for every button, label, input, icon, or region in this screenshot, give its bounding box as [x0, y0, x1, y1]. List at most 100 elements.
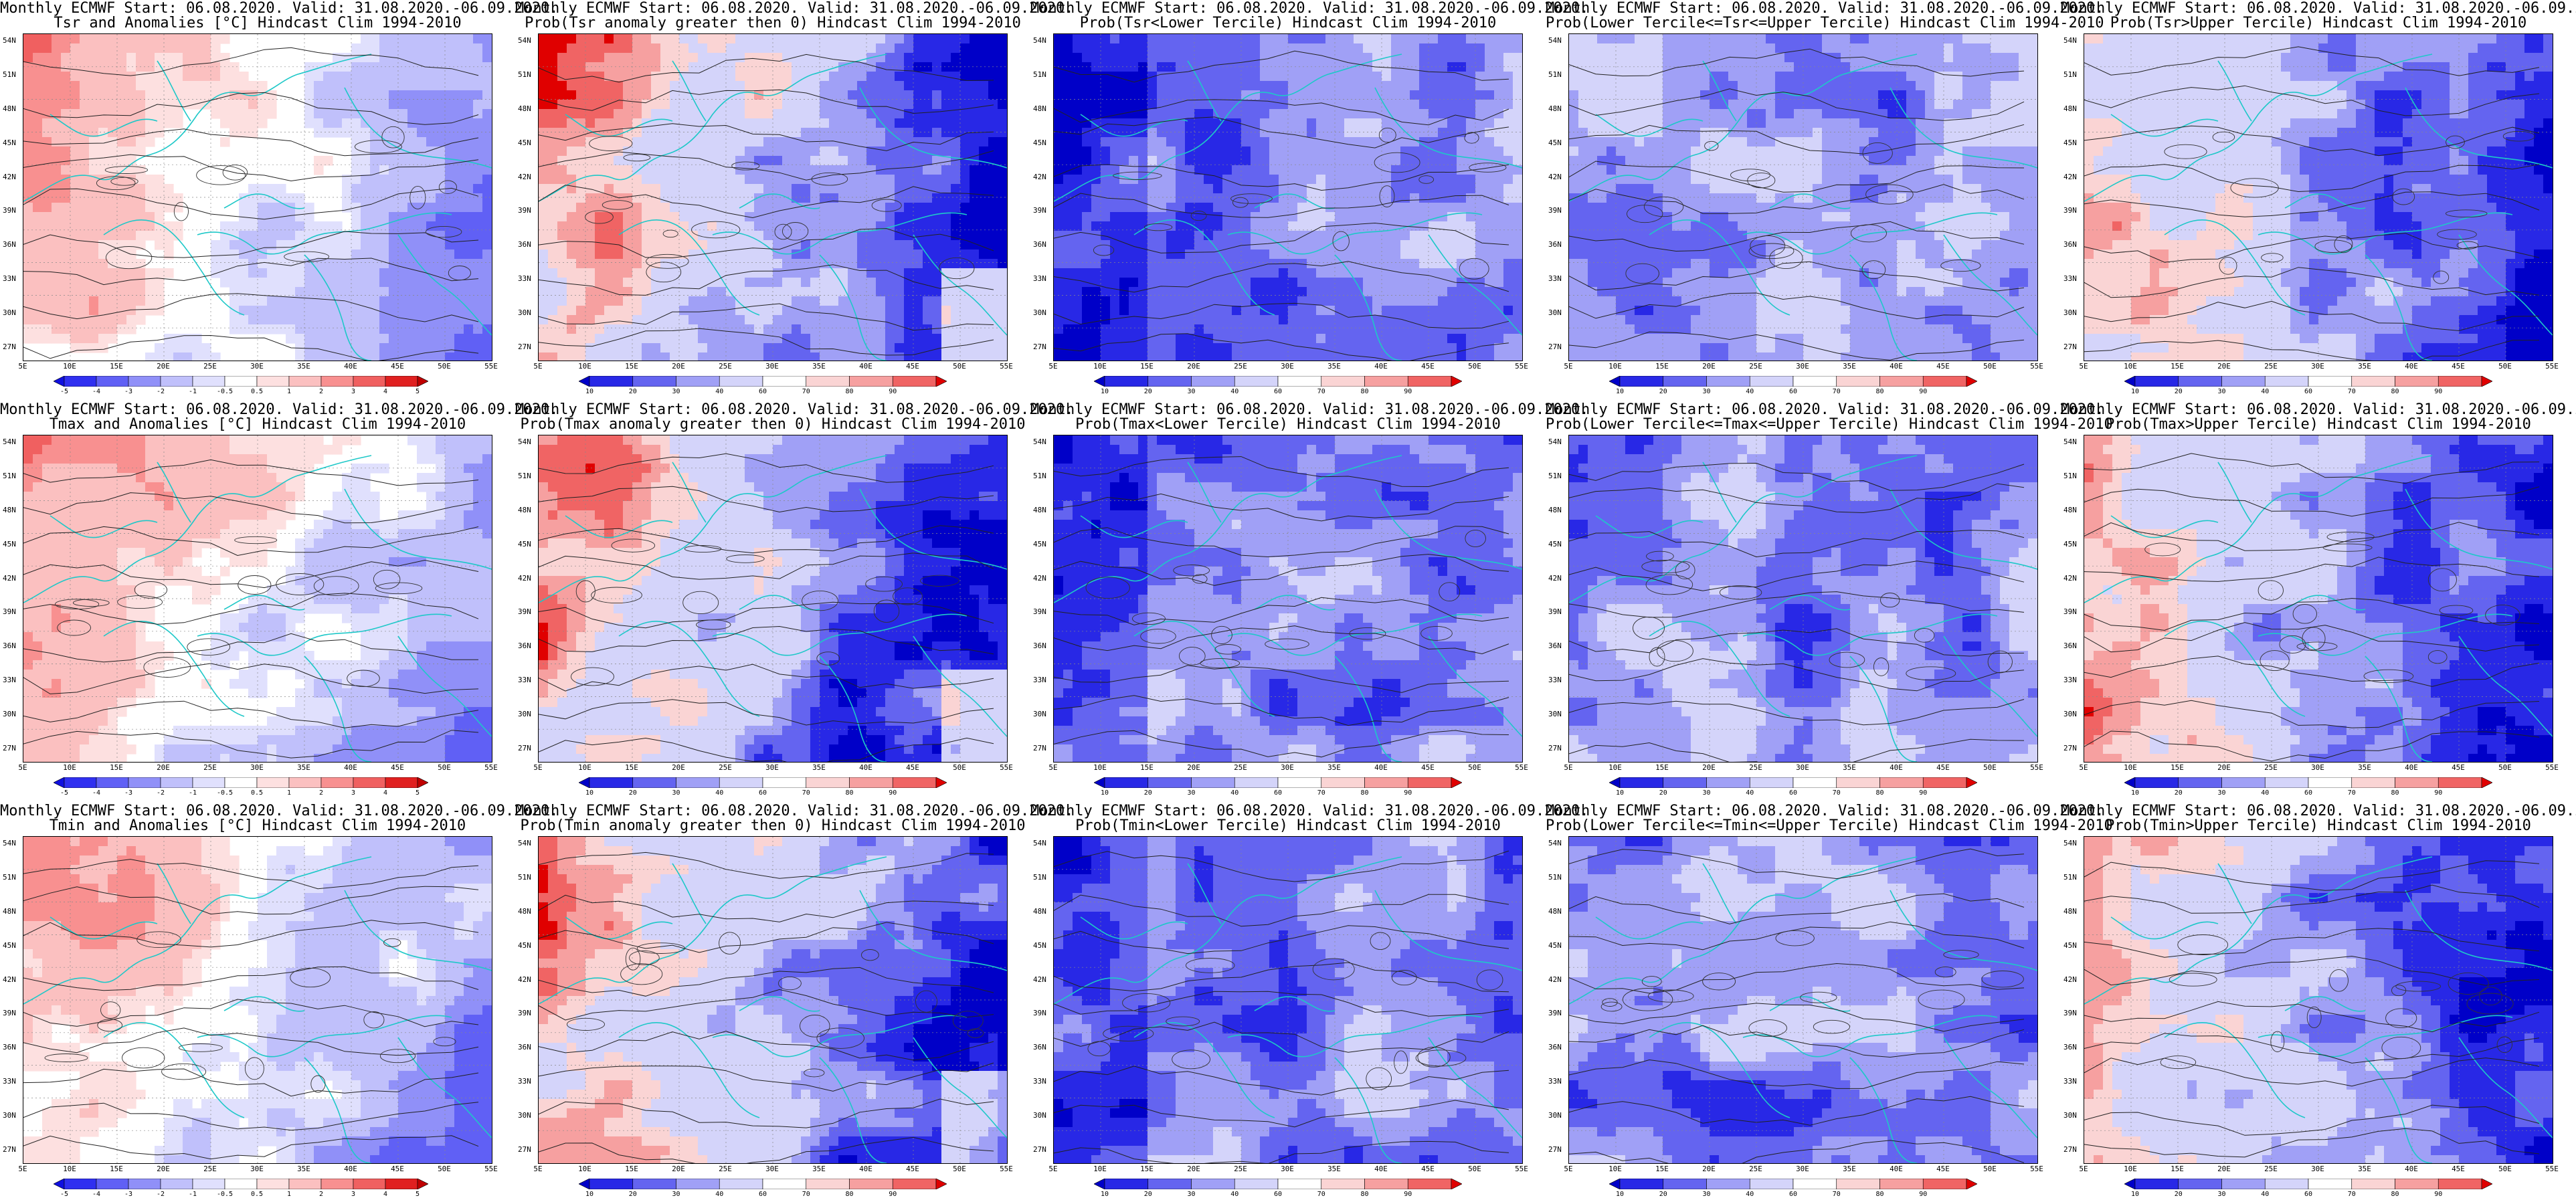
panel-variable-line: Prob(Tsr anomaly greater then 0) Hindcas… — [515, 16, 1030, 31]
colorbar-tick-label: 80 — [1360, 388, 1368, 395]
longitude-label: 20E — [1187, 362, 1200, 371]
colorbar-swatch — [1234, 376, 1279, 387]
latitude-label: 39N — [2063, 206, 2077, 215]
colorbar-tick-label: 20 — [1144, 388, 1152, 395]
latitude-label: 54N — [518, 36, 531, 45]
longitude-label: 10E — [1093, 763, 1107, 772]
colorbar — [54, 1179, 428, 1189]
colorbar-swatch — [1191, 1179, 1235, 1189]
colorbar-tick-label: 20 — [1659, 1191, 1667, 1198]
latitude-label: 30N — [1033, 308, 1046, 317]
latitude-label: 54N — [1548, 36, 1562, 45]
latitude-label: 54N — [3, 36, 16, 45]
longitude-label: 55E — [1515, 362, 1528, 371]
colorbar-swatch — [632, 1179, 676, 1189]
latitude-label: 45N — [1548, 138, 1562, 147]
latitude-label: 51N — [2063, 70, 2077, 79]
latitude-label: 54N — [2063, 36, 2077, 45]
longitude-label: 30E — [765, 362, 779, 371]
latitude-label: 42N — [1548, 173, 1562, 181]
colorbar-swatch — [762, 1179, 807, 1189]
colorbar — [1094, 777, 1462, 788]
colorbar-tick-label: -3 — [124, 388, 132, 395]
latitude-label: 30N — [518, 308, 531, 317]
longitude-label: 35E — [1327, 362, 1341, 371]
colorbar-swatch — [1619, 376, 1664, 387]
colorbar-swatch — [1147, 1179, 1192, 1189]
colorbar-swatch — [192, 376, 225, 387]
longitude-label: 15E — [1140, 763, 1154, 772]
colorbar-swatch — [935, 777, 947, 788]
longitude-label: 10E — [63, 362, 76, 371]
longitude-label: 30E — [1281, 362, 1294, 371]
colorbar-tick-label: 10 — [585, 789, 593, 797]
longitude-label: 35E — [812, 362, 826, 371]
longitude-label: 25E — [1749, 1165, 1762, 1173]
latitude-label: 45N — [518, 138, 531, 147]
colorbar-tick-label: 10 — [2131, 388, 2139, 395]
colorbar-tick-label: 60 — [759, 789, 767, 797]
longitude-label: 30E — [1281, 1165, 1294, 1173]
colorbar-swatch — [288, 777, 322, 788]
colorbar-swatch — [2221, 376, 2266, 387]
map-panel: Monthly ECMWF Start: 06.08.2020. Valid: … — [2061, 803, 2576, 1204]
latitude-label: 42N — [2063, 173, 2077, 181]
colorbar-tick-label: 40 — [715, 388, 723, 395]
latitude-label: 36N — [2063, 1043, 2077, 1051]
colorbar-swatch — [2264, 777, 2309, 788]
colorbar-swatch — [288, 376, 322, 387]
longitude-label: 55E — [484, 763, 498, 772]
colorbar-swatch — [762, 777, 807, 788]
map-panel: Monthly ECMWF Start: 06.08.2020. Valid: … — [515, 803, 1073, 1204]
colorbar-tick-label: 3 — [351, 388, 355, 395]
longitude-label: 10E — [2124, 763, 2137, 772]
colorbar-swatch — [1451, 777, 1462, 788]
latitude-label: 45N — [1548, 941, 1562, 950]
colorbar-swatch — [892, 376, 937, 387]
longitude-label: 35E — [1327, 1165, 1341, 1173]
colorbar-tick-label: 5 — [416, 1191, 420, 1198]
colorbar-swatch — [54, 777, 65, 788]
colorbar-swatch — [589, 1179, 634, 1189]
colorbar-swatch — [1619, 777, 1664, 788]
longitude-label: 30E — [1796, 763, 1809, 772]
latitude-label: 33N — [2063, 676, 2077, 684]
longitude-label: 45E — [1936, 763, 1950, 772]
colorbar-swatch — [579, 1179, 590, 1189]
colorbar-tick-label: 90 — [1404, 789, 1412, 797]
longitude-label: 50E — [1468, 763, 1481, 772]
longitude-label: 55E — [2545, 362, 2559, 371]
latitude-label: 30N — [3, 308, 16, 317]
colorbar-tick-label: -0.5 — [217, 1191, 233, 1198]
map-panel: Monthly ECMWF Start: 06.08.2020. Valid: … — [0, 803, 558, 1204]
colorbar-tick-label: 40 — [2261, 1191, 2269, 1198]
colorbar-tick-label: 4 — [383, 789, 387, 797]
colorbar-swatch — [1966, 1179, 1977, 1189]
latitude-label: 27N — [1548, 744, 1562, 752]
longitude-label: 25E — [203, 1165, 217, 1173]
longitude-label: 30E — [765, 763, 779, 772]
longitude-label: 5E — [533, 1165, 542, 1173]
longitude-label: 15E — [2171, 763, 2184, 772]
longitude-label: 15E — [2171, 362, 2184, 371]
colorbar-swatch — [2124, 1179, 2136, 1189]
colorbar-tick-label: 20 — [629, 789, 637, 797]
longitude-label: 55E — [2030, 763, 2043, 772]
colorbar-swatch — [1922, 777, 1967, 788]
longitude-label: 35E — [1843, 763, 1856, 772]
colorbar-tick-label: 70 — [1317, 789, 1325, 797]
colorbar-tick-label: -4 — [92, 388, 100, 395]
longitude-label: 40E — [1374, 362, 1388, 371]
longitude-label: 50E — [2498, 1165, 2512, 1173]
latitude-label: 27N — [2063, 744, 2077, 752]
colorbar-swatch — [892, 1179, 937, 1189]
longitude-label: 50E — [953, 1165, 966, 1173]
latitude-label: 48N — [518, 104, 531, 113]
longitude-label: 50E — [953, 763, 966, 772]
colorbar-swatch — [1749, 1179, 1794, 1189]
panel-variable-line: Tsr and Anomalies [°C] Hindcast Clim 199… — [0, 16, 515, 31]
colorbar-swatch — [2178, 376, 2222, 387]
colorbar-swatch — [806, 376, 850, 387]
colorbar-swatch — [2308, 376, 2353, 387]
colorbar-tick-label: 10 — [1616, 1191, 1624, 1198]
